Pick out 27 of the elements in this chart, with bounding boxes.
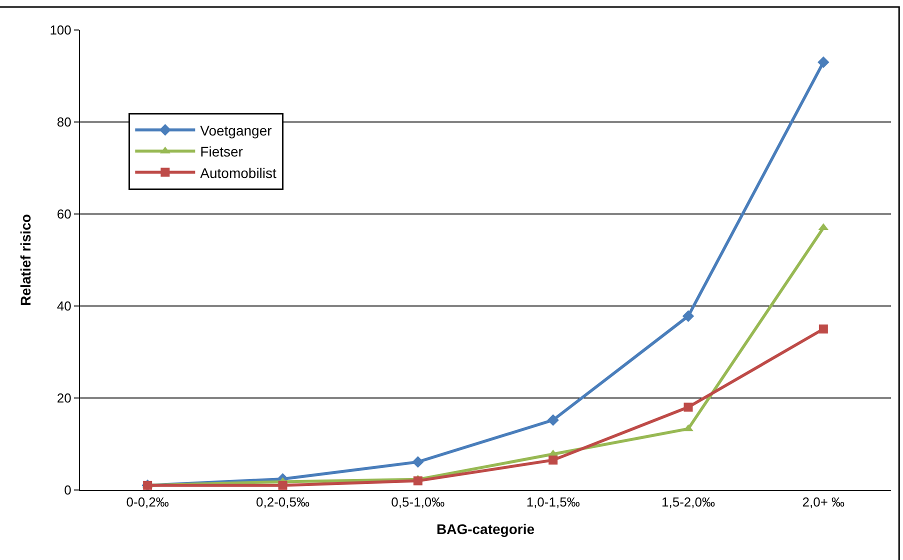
x-tick-label: 2,0+ ‰ — [802, 494, 845, 510]
y-tick-label: 100 — [50, 22, 72, 38]
point — [547, 414, 559, 426]
x-axis-title: BAG-categorie — [436, 520, 535, 537]
y-tick-label: 80 — [56, 114, 72, 130]
y-tick-label: 20 — [56, 390, 72, 406]
y-tick-label: 0 — [64, 482, 72, 498]
point — [684, 402, 693, 412]
point — [278, 480, 288, 490]
y-axis-title: Relatief risico — [17, 214, 34, 306]
point — [548, 456, 558, 465]
x-tick-label: 1,0-1,5‰ — [526, 494, 580, 510]
legend-label: Automobilist — [200, 164, 277, 181]
y-tick-label: 40 — [56, 298, 72, 314]
x-tick-label: 1,5-2,0‰ — [662, 494, 715, 510]
legend-label: Fietser — [200, 144, 244, 160]
point — [682, 310, 694, 322]
y-tick-label: 60 — [56, 206, 72, 222]
point — [818, 56, 830, 68]
point — [412, 456, 424, 468]
x-tick-label: 0-0,2‰ — [126, 494, 169, 510]
legend-label: Voetganger — [200, 122, 272, 138]
point — [413, 476, 422, 486]
point — [818, 324, 828, 334]
x-tick-label: 0,5-1,0‰ — [391, 494, 445, 510]
point — [683, 424, 694, 432]
x-tick-label: 0,2-0,5‰ — [256, 494, 310, 510]
